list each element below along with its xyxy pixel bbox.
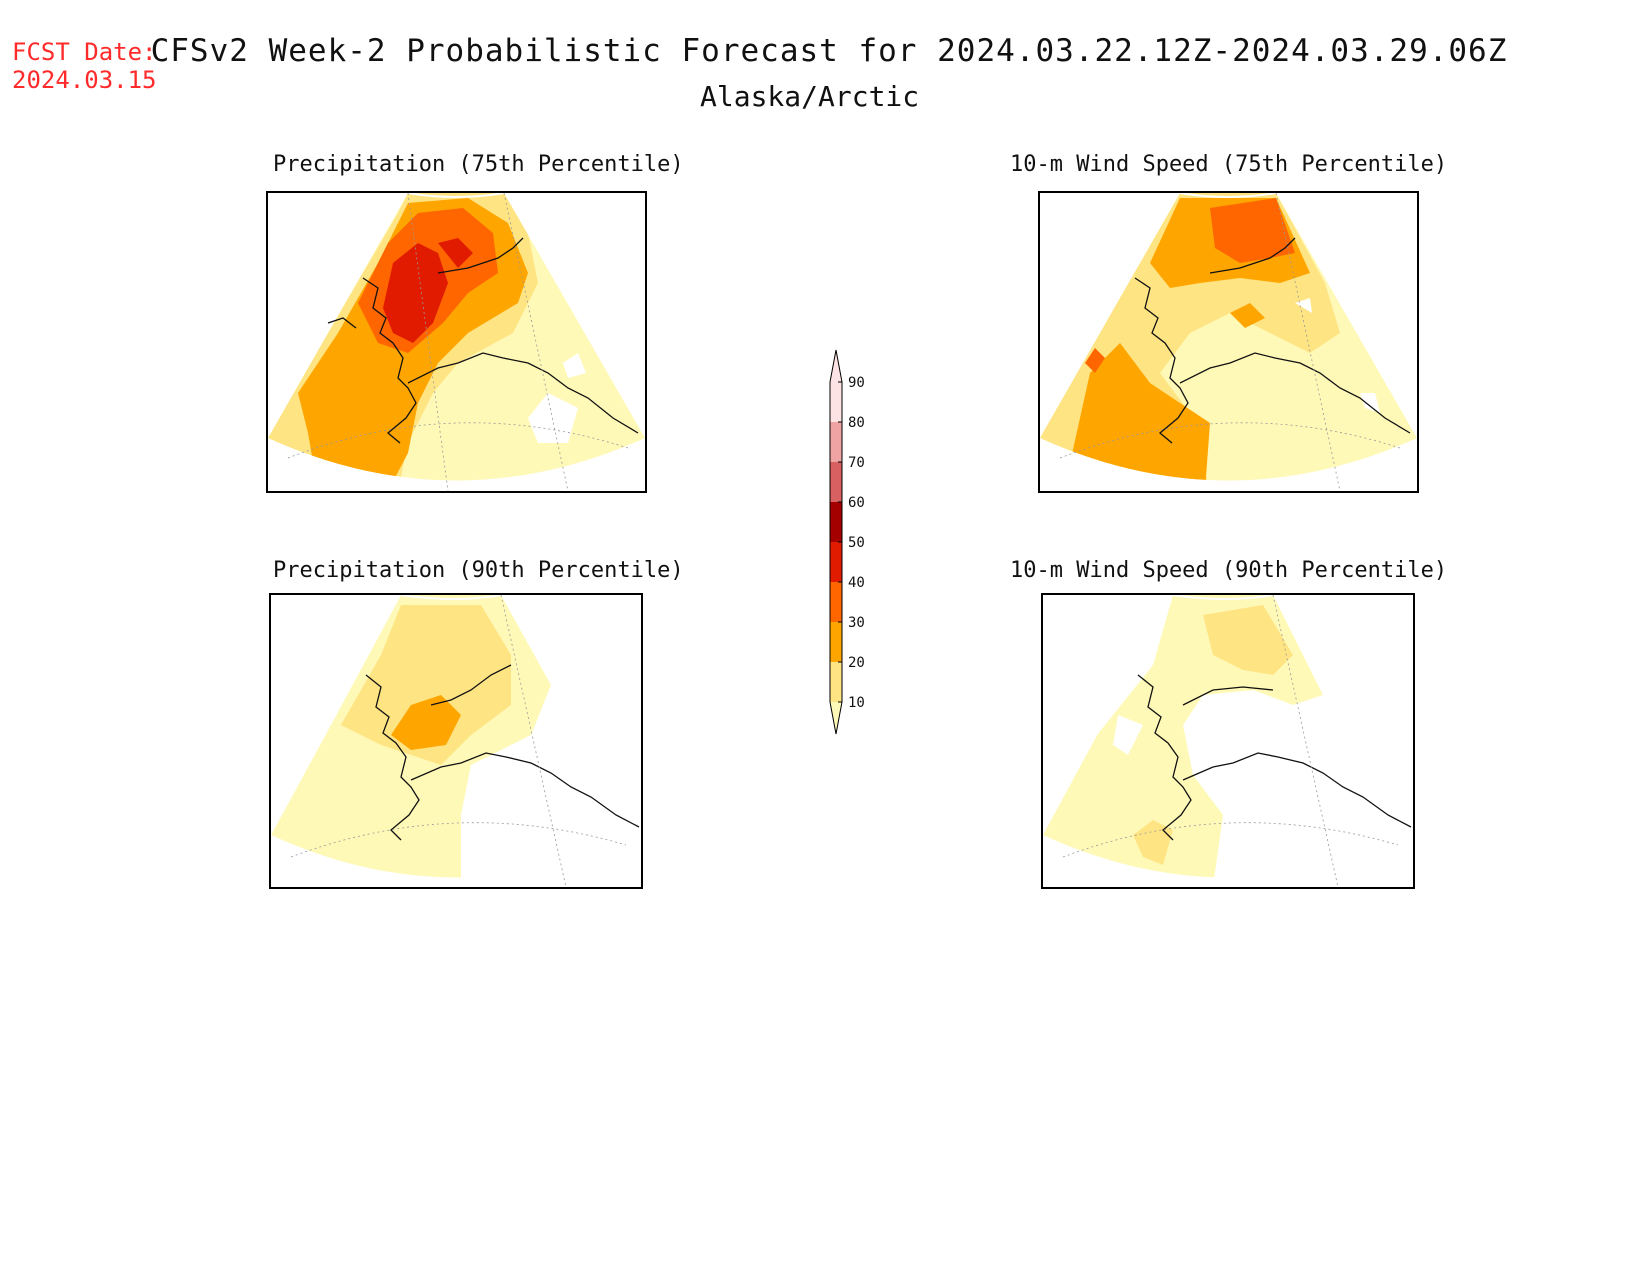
colorbar-segment <box>830 582 842 622</box>
colorbar-segment <box>830 382 842 422</box>
colorbar-segment <box>830 502 842 542</box>
page-title: CFSv2 Week-2 Probabilistic Forecast for … <box>0 33 1650 69</box>
colorbar-tick-label: 60 <box>848 495 865 511</box>
panel-title-wind-90: 10-m Wind Speed (90th Percentile) <box>1010 558 1448 583</box>
colorbar-tick-label: 50 <box>848 535 865 551</box>
panel-title-precip-90: Precipitation (90th Percentile) <box>273 558 684 583</box>
colorbar-segment <box>830 462 842 502</box>
map-precip-75 <box>266 191 647 493</box>
colorbar-tick-label: 40 <box>848 575 865 591</box>
panel-title-wind-75: 10-m Wind Speed (75th Percentile) <box>1010 152 1448 177</box>
colorbar-tick-label: 90 <box>848 375 865 391</box>
colorbar-tick-label: 70 <box>848 455 865 471</box>
region-subtitle: Alaska/Arctic <box>700 80 920 113</box>
colorbar-outline <box>829 349 843 735</box>
forecast-date-block: FCST Date: 2024.03.15 <box>12 38 157 94</box>
colorbar: 10 20 30 40 50 60 70 80 90 <box>820 330 910 750</box>
colorbar-segment <box>830 622 842 662</box>
colorbar-tick-label: 80 <box>848 415 865 431</box>
map-wind-75 <box>1038 191 1419 493</box>
fcst-date-label: FCST Date: <box>12 38 157 66</box>
main-title: CFSv2 Week-2 Probabilistic Forecast for … <box>150 33 1508 69</box>
colorbar-upper-cap <box>830 350 842 382</box>
colorbar-tick-label: 20 <box>848 655 865 671</box>
panel-title-precip-75: Precipitation (75th Percentile) <box>273 152 684 177</box>
map-precip-90 <box>269 593 643 889</box>
colorbar-tick-label: 30 <box>848 615 865 631</box>
colorbar-tick-label: 10 <box>848 695 865 711</box>
colorbar-segment <box>830 422 842 462</box>
colorbar-lower-cap <box>830 702 842 734</box>
colorbar-segment <box>830 542 842 582</box>
colorbar-segment <box>830 662 842 702</box>
fcst-date-value: 2024.03.15 <box>12 66 157 94</box>
map-wind-90 <box>1041 593 1415 889</box>
